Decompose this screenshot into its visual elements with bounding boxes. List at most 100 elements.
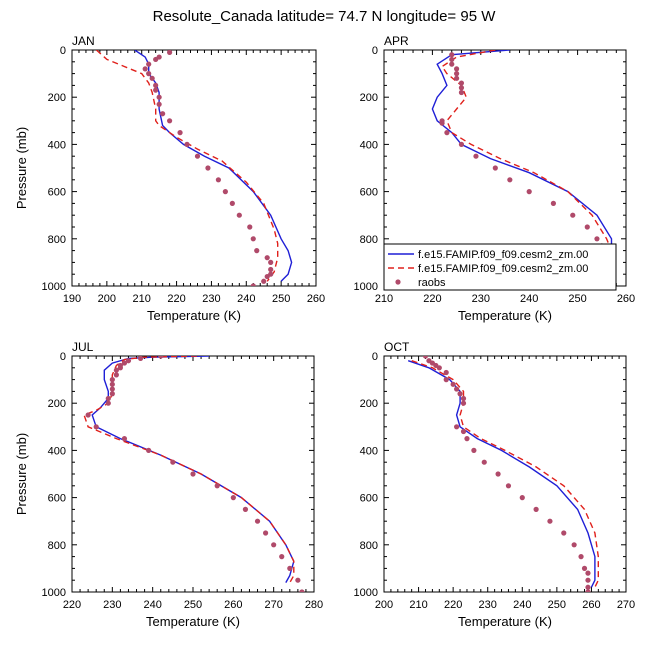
- y-tick-label: 200: [48, 92, 66, 104]
- raobs-point: [481, 459, 487, 465]
- raobs-point: [261, 278, 267, 284]
- raobs-point: [146, 447, 152, 453]
- raobs-point: [584, 224, 590, 230]
- panel-label: JAN: [72, 34, 95, 48]
- x-tick-label: 250: [272, 293, 290, 305]
- y-tick-label: 1000: [354, 587, 378, 599]
- y-axis-label: Pressure (mb): [14, 127, 29, 209]
- y-tick-label: 600: [360, 187, 378, 199]
- raobs-point: [454, 424, 460, 430]
- raobs-point: [458, 141, 465, 147]
- raobs-point: [422, 356, 429, 359]
- raobs-point: [229, 200, 235, 206]
- raobs-point: [264, 273, 270, 280]
- raobs-point: [471, 447, 477, 453]
- raobs-point: [585, 577, 591, 583]
- x-tick-label: 230: [103, 599, 121, 611]
- y-tick-label: 0: [372, 45, 378, 57]
- x-axis-label: Temperature (K): [147, 308, 241, 323]
- raobs-point: [146, 71, 152, 77]
- raobs-point: [505, 483, 512, 489]
- y-tick-label: 0: [60, 351, 66, 363]
- panel-label: JUL: [72, 340, 94, 354]
- model-line-solid: [431, 50, 613, 286]
- panel-apr: 210 220 230 240 250 260 0 200 400 600 800 1000 APR Te…: [354, 34, 636, 323]
- y-tick-label: 1000: [354, 281, 378, 293]
- raobs-point: [167, 118, 173, 124]
- y-axis-label: Pressure (mb): [14, 433, 29, 515]
- raobs-point: [458, 80, 465, 86]
- raobs-point: [295, 577, 301, 583]
- x-tick-label: 260: [224, 599, 242, 611]
- raobs-point: [585, 584, 591, 590]
- legend-entry-label: raobs: [418, 277, 446, 289]
- x-axis-label: Temperature (K): [458, 308, 552, 323]
- raobs-point: [142, 66, 148, 72]
- raobs-point: [121, 436, 128, 442]
- panel-jan: 190 200 210 220 230 240 250 260 0 200 400 600 800 100…: [14, 34, 325, 323]
- raobs-point: [137, 356, 144, 361]
- raobs-point: [444, 130, 450, 136]
- raobs-point: [85, 412, 91, 418]
- raobs-point: [439, 120, 445, 126]
- raobs-point: [230, 495, 236, 501]
- raobs-point: [109, 386, 115, 392]
- raobs-point: [458, 89, 465, 96]
- y-tick-label: 400: [48, 445, 66, 457]
- x-tick-label: 220: [444, 599, 462, 611]
- y-tick-label: 600: [48, 493, 66, 505]
- x-tick-label: 240: [143, 599, 161, 611]
- raobs-point: [268, 259, 274, 265]
- plot-frame: [71, 49, 317, 287]
- raobs-point: [117, 365, 123, 371]
- raobs-point: [156, 94, 162, 100]
- raobs-point: [254, 248, 260, 254]
- raobs-point: [519, 495, 525, 501]
- raobs-point: [184, 141, 190, 147]
- raobs-point: [507, 177, 513, 183]
- raobs-point: [190, 471, 196, 477]
- raobs-point: [121, 360, 128, 366]
- y-tick-label: 0: [372, 351, 378, 363]
- raobs-point: [146, 61, 152, 67]
- plot-frame: [383, 355, 627, 593]
- raobs-point: [533, 506, 539, 512]
- raobs-point: [299, 589, 305, 592]
- x-tick-label: 260: [617, 293, 635, 305]
- x-tick-label: 240: [513, 599, 531, 611]
- y-tick-label: 1000: [42, 281, 66, 293]
- legend-entry-label: f.e15.FAMIP.f09_f09.cesm2_zm.00: [418, 249, 588, 261]
- raobs-point: [460, 400, 467, 406]
- raobs-point: [222, 189, 228, 195]
- panel-label: APR: [384, 34, 409, 48]
- raobs-point: [460, 395, 467, 402]
- raobs-point: [254, 518, 261, 524]
- raobs-point: [113, 367, 119, 373]
- y-tick-label: 800: [48, 540, 66, 552]
- raobs-point: [495, 471, 501, 477]
- raobs-point: [449, 52, 455, 58]
- raobs-point: [268, 266, 274, 273]
- x-tick-label: 220: [423, 293, 441, 305]
- raobs-point: [109, 381, 115, 387]
- model-line-solid: [407, 360, 596, 588]
- x-tick-label: 230: [202, 293, 220, 305]
- x-tick-label: 210: [409, 599, 427, 611]
- raobs-point: [594, 236, 600, 242]
- x-tick-label: 250: [184, 599, 202, 611]
- legend-entry-label: f.e15.FAMIP.f09_f09.cesm2_zm.00: [418, 263, 588, 275]
- raobs-point: [458, 85, 465, 91]
- raobs-point: [170, 459, 176, 465]
- raobs-point: [449, 61, 455, 67]
- raobs-point: [93, 424, 99, 430]
- legend-box: [383, 243, 617, 291]
- y-tick-label: 800: [48, 234, 66, 246]
- y-tick-label: 200: [360, 398, 378, 410]
- panel-jul: 220 230 240 250 260 270 280 0 200 400 600 800 1000 JU…: [14, 340, 323, 629]
- raobs-point: [443, 377, 449, 383]
- raobs-point: [250, 283, 256, 286]
- x-tick-label: 200: [98, 293, 116, 305]
- legend: f.e15.FAMIP.f09_f09.cesm2_zm.00 f.e15.FAM…: [383, 243, 617, 291]
- raobs-point: [149, 75, 155, 81]
- raobs-point: [205, 165, 211, 171]
